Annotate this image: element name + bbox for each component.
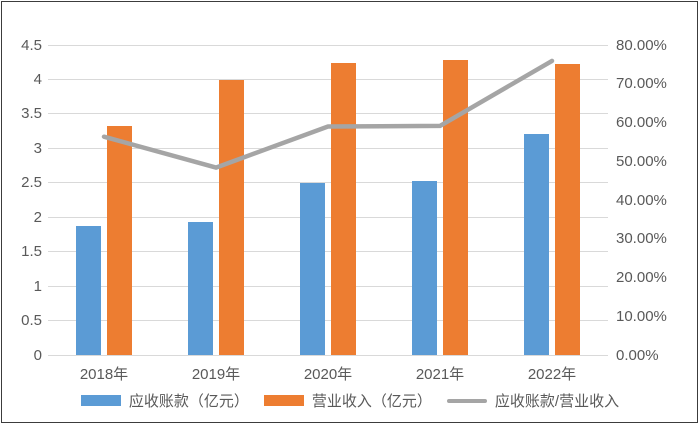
right-axis-tick: 60.00% <box>616 114 667 131</box>
left-axis-tick: 4 <box>33 70 42 88</box>
gridline <box>48 216 608 218</box>
bar-receivables-2018年 <box>76 226 101 355</box>
bar-revenue-2018年 <box>107 126 132 355</box>
legend-item-receivables: 应收账款（亿元） <box>80 390 249 411</box>
gridline <box>48 320 608 322</box>
legend: 应收账款（亿元） 营业收入（亿元） 应收账款/营业收入 <box>0 390 700 411</box>
legend-label-ratio: 应收账款/营业收入 <box>494 393 620 410</box>
revenue-swatch-icon <box>263 395 304 406</box>
legend-label-revenue: 营业收入（亿元） <box>311 393 432 410</box>
x-axis-label-2018年: 2018年 <box>79 366 129 383</box>
bar-receivables-2019年 <box>188 222 213 355</box>
x-axis-label-2020年: 2020年 <box>303 366 353 383</box>
x-axis-label-2022年: 2022年 <box>527 366 577 383</box>
right-axis-tick: 20.00% <box>616 269 667 286</box>
bar-revenue-2020年 <box>331 62 356 355</box>
left-axis-tick: 3 <box>33 139 42 157</box>
left-axis-tick: 1.5 <box>21 243 42 261</box>
right-axis-tick: 40.00% <box>616 191 667 209</box>
right-axis-tick: 10.00% <box>616 307 667 325</box>
ratio-line-swatch-icon <box>446 398 487 403</box>
left-axis-tick: 4.5 <box>21 36 42 54</box>
bar-receivables-2020年 <box>300 182 325 355</box>
gridline <box>48 147 608 149</box>
left-axis-tick: 1 <box>33 277 42 295</box>
legend-item-revenue: 营业收入（亿元） <box>263 390 432 411</box>
gridline <box>48 44 608 46</box>
x-axis-label-2019年: 2019年 <box>191 366 241 383</box>
bar-receivables-2022年 <box>524 133 549 355</box>
receivables-swatch-icon <box>80 395 121 406</box>
left-axis-tick: 3.5 <box>21 105 42 123</box>
x-axis-label-2021年: 2021年 <box>415 366 465 383</box>
bar-revenue-2021年 <box>443 60 468 355</box>
gridline <box>48 251 608 253</box>
plot-area <box>48 44 608 356</box>
bar-revenue-2022年 <box>555 63 580 355</box>
bar-receivables-2021年 <box>412 180 437 355</box>
legend-label-receivables: 应收账款（亿元） <box>128 393 249 410</box>
legend-item-ratio: 应收账款/营业收入 <box>446 390 620 411</box>
right-axis-tick: 80.00% <box>616 36 667 54</box>
bar-revenue-2019年 <box>219 80 244 355</box>
right-axis-tick: 70.00% <box>616 75 667 93</box>
gridline <box>48 113 608 115</box>
left-axis-tick: 0.5 <box>21 312 42 330</box>
left-axis-tick: 2 <box>33 208 42 226</box>
gridline <box>48 78 608 80</box>
right-axis-tick: 30.00% <box>616 230 667 248</box>
right-axis-tick: 0.00% <box>616 346 659 364</box>
right-axis-tick: 50.00% <box>616 152 667 170</box>
gridline <box>48 354 608 356</box>
left-axis-tick: 2.5 <box>21 174 42 192</box>
gridline <box>48 285 608 287</box>
ratio-line <box>101 58 555 170</box>
gridline <box>48 182 608 184</box>
left-axis-tick: 0 <box>33 346 42 364</box>
